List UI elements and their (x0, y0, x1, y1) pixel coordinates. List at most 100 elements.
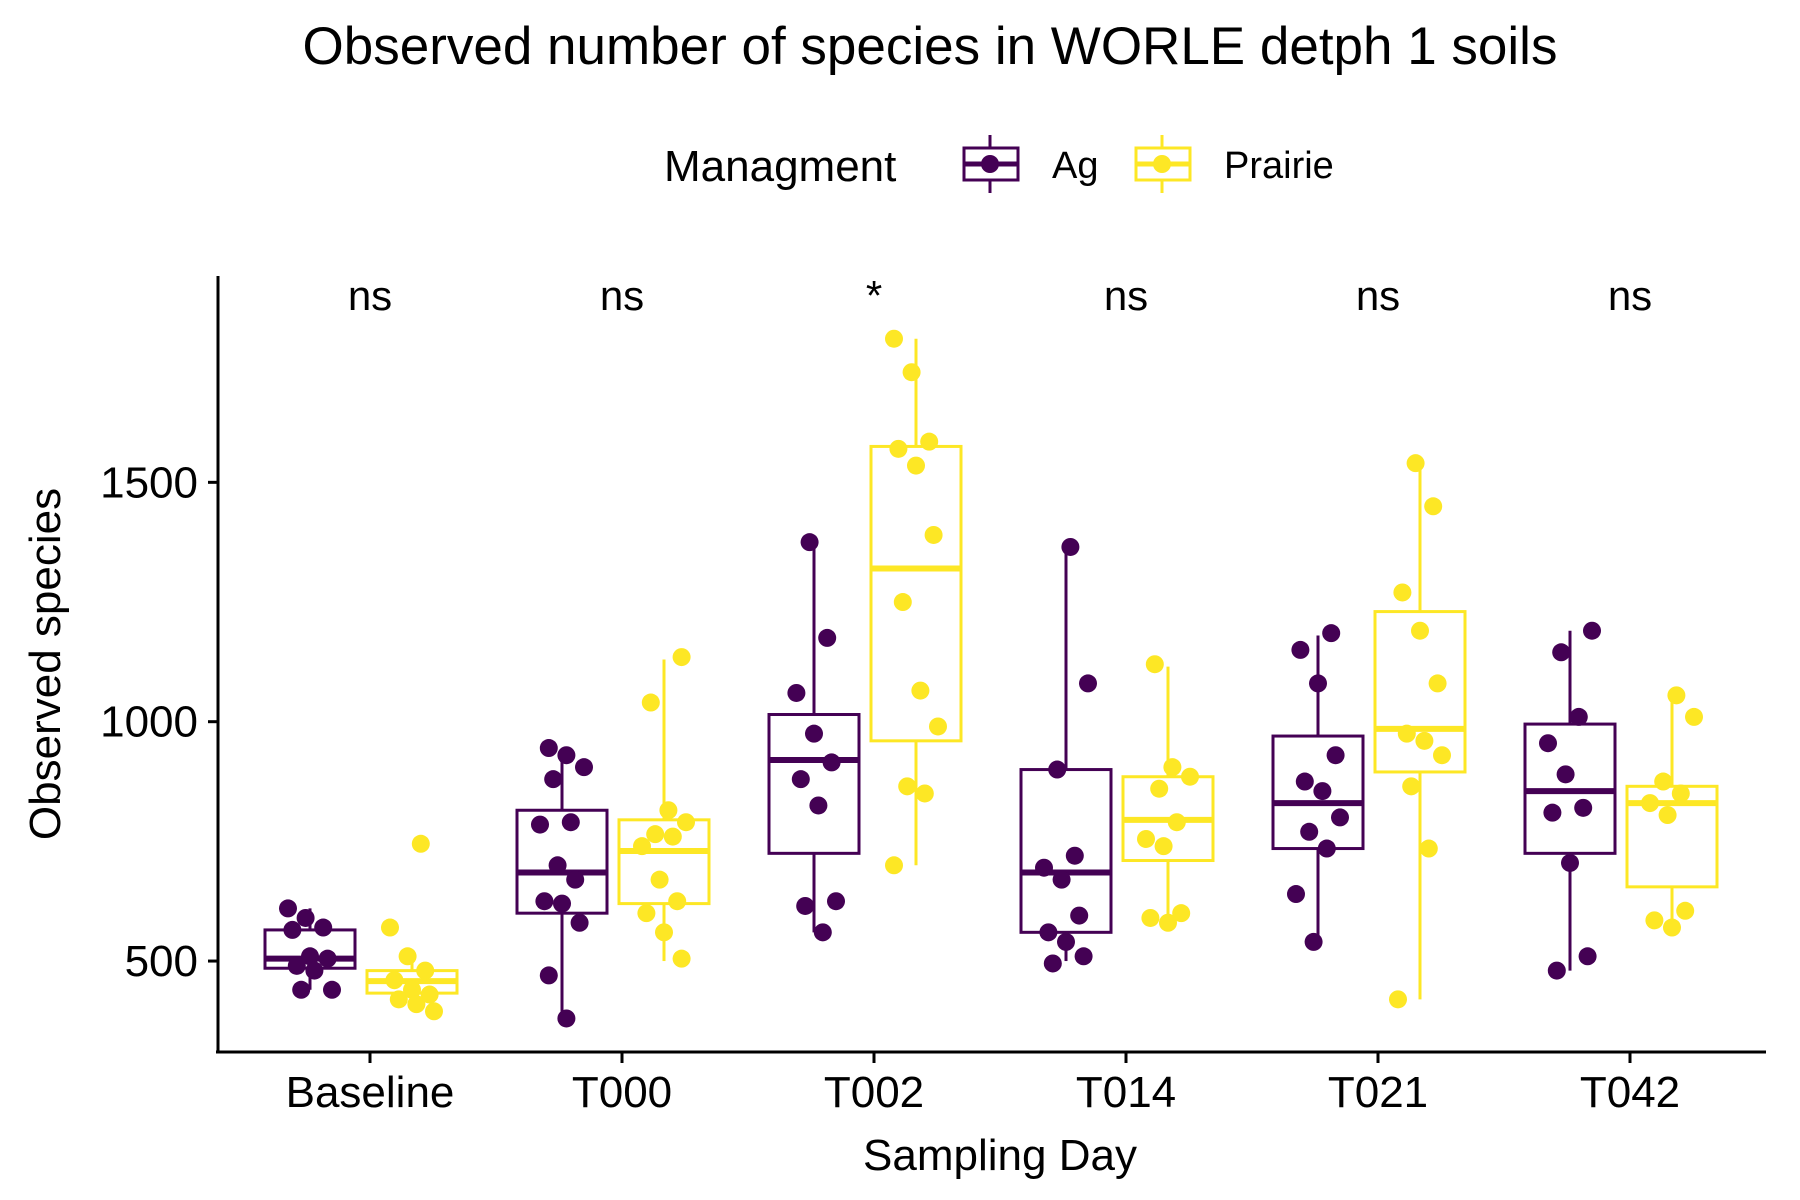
data-point-prairie-4-8 (1402, 777, 1421, 796)
data-point-ag-1-11 (539, 966, 558, 985)
data-point-prairie-0-0 (411, 834, 430, 853)
data-point-ag-5-3 (1539, 734, 1557, 753)
data-point-prairie-3-3 (1150, 779, 1169, 798)
box-iqr (515, 808, 609, 915)
data-point-prairie-0-4 (385, 971, 404, 990)
data-point-ag-2-2 (787, 683, 806, 702)
data-point-prairie-2-1 (902, 363, 921, 382)
significance-label-4: ns (1356, 272, 1400, 319)
y-tick-label-1500: 1500 (100, 458, 198, 507)
data-point-ag-4-1 (1291, 640, 1310, 659)
data-point-ag-1-0 (539, 739, 558, 758)
data-point-ag-0-3 (283, 920, 302, 939)
data-point-prairie-4-1 (1424, 497, 1443, 516)
data-point-prairie-0-2 (398, 947, 417, 966)
significance-label-0: ns (348, 272, 392, 319)
plot-area (263, 329, 1719, 1028)
data-point-ag-5-2 (1569, 707, 1588, 726)
data-point-ag-5-7 (1561, 853, 1579, 872)
x-axis-title: Sampling Day (863, 1131, 1137, 1180)
data-point-prairie-3-9 (1159, 913, 1177, 932)
significance-label-2: * (866, 272, 882, 319)
box-prairie-2 (869, 338, 963, 866)
significance-label-5: ns (1608, 272, 1652, 319)
x-tick-label-3: T014 (1076, 1068, 1176, 1117)
legend: Managment Ag Prairie (664, 135, 1334, 193)
data-point-prairie-1-9 (637, 904, 656, 923)
data-point-ag-5-0 (1583, 621, 1601, 640)
data-point-prairie-1-3 (677, 813, 695, 832)
data-point-prairie-4-0 (1406, 454, 1425, 473)
box-prairie-3 (1121, 666, 1215, 923)
box-iqr (767, 713, 861, 855)
data-point-ag-4-0 (1322, 624, 1341, 643)
data-point-ag-3-7 (1039, 923, 1058, 942)
legend-key-prairie (1134, 135, 1192, 193)
data-point-ag-4-4 (1295, 772, 1314, 791)
data-point-ag-0-8 (323, 980, 341, 999)
data-point-prairie-5-1 (1685, 707, 1703, 726)
x-tick-label-4: T021 (1328, 1068, 1428, 1117)
x-tick-label-0: Baseline (286, 1068, 455, 1117)
data-point-ag-1-9 (553, 894, 571, 913)
data-point-prairie-1-5 (663, 827, 682, 846)
data-point-prairie-5-5 (1658, 806, 1677, 825)
chart-title: Observed number of species in WORLE detp… (303, 17, 1558, 76)
data-point-prairie-3-1 (1163, 758, 1182, 777)
data-point-ag-2-5 (791, 770, 810, 789)
data-point-prairie-3-5 (1137, 829, 1155, 848)
data-point-ag-1-6 (548, 856, 567, 875)
data-point-prairie-1-11 (672, 949, 691, 968)
data-point-ag-1-5 (531, 815, 549, 834)
data-point-ag-3-6 (1070, 906, 1089, 925)
data-point-prairie-2-4 (907, 456, 925, 475)
data-point-prairie-2-3 (889, 439, 908, 458)
data-point-ag-2-1 (818, 628, 837, 647)
data-point-prairie-2-8 (929, 717, 947, 736)
data-point-ag-5-9 (1547, 961, 1566, 980)
box-iqr (617, 818, 711, 906)
data-point-prairie-5-2 (1654, 772, 1673, 791)
y-axis-title: Observed species (21, 488, 70, 840)
data-point-prairie-5-8 (1663, 918, 1681, 937)
box-iqr (869, 444, 963, 743)
data-point-ag-3-0 (1061, 537, 1080, 556)
data-point-prairie-1-10 (655, 923, 673, 942)
data-point-prairie-4-7 (1433, 746, 1451, 765)
data-point-ag-1-1 (557, 746, 576, 765)
data-point-prairie-3-8 (1141, 908, 1160, 927)
data-point-prairie-4-2 (1393, 583, 1412, 602)
data-point-ag-4-3 (1326, 746, 1345, 765)
data-point-ag-1-2 (575, 758, 593, 777)
box-prairie-4 (1373, 463, 1467, 1000)
data-point-ag-5-6 (1543, 803, 1562, 822)
data-point-ag-4-5 (1313, 782, 1332, 801)
data-point-ag-5-4 (1556, 765, 1575, 784)
data-point-prairie-3-7 (1172, 904, 1191, 923)
data-point-ag-2-3 (805, 724, 823, 743)
data-point-prairie-2-10 (915, 784, 934, 803)
x-tick-label-2: T002 (824, 1068, 924, 1117)
data-point-ag-0-7 (305, 961, 324, 980)
data-point-prairie-3-4 (1167, 813, 1186, 832)
data-point-ag-2-6 (809, 796, 828, 815)
data-point-prairie-0-1 (381, 918, 399, 937)
data-point-ag-0-0 (279, 899, 297, 918)
data-point-prairie-5-6 (1676, 901, 1695, 920)
data-point-ag-3-8 (1057, 932, 1075, 951)
data-point-ag-1-4 (561, 813, 580, 832)
x-tick-label-1: T000 (572, 1068, 672, 1117)
data-point-prairie-1-2 (659, 801, 678, 820)
data-point-ag-4-2 (1309, 674, 1327, 693)
x-tick-label-5: T042 (1580, 1068, 1680, 1117)
data-point-prairie-1-6 (633, 837, 651, 856)
legend-title: Managment (664, 142, 896, 191)
data-point-prairie-4-5 (1397, 724, 1416, 743)
data-point-ag-5-8 (1578, 947, 1597, 966)
axes: 500 1000 1500 Baseline ns T000 ns T002 * T014 ns T0… (100, 272, 1680, 1117)
data-point-prairie-5-0 (1667, 686, 1686, 705)
data-point-prairie-4-9 (1419, 839, 1438, 858)
data-point-prairie-0-8 (407, 995, 426, 1014)
data-point-prairie-1-0 (672, 648, 691, 667)
